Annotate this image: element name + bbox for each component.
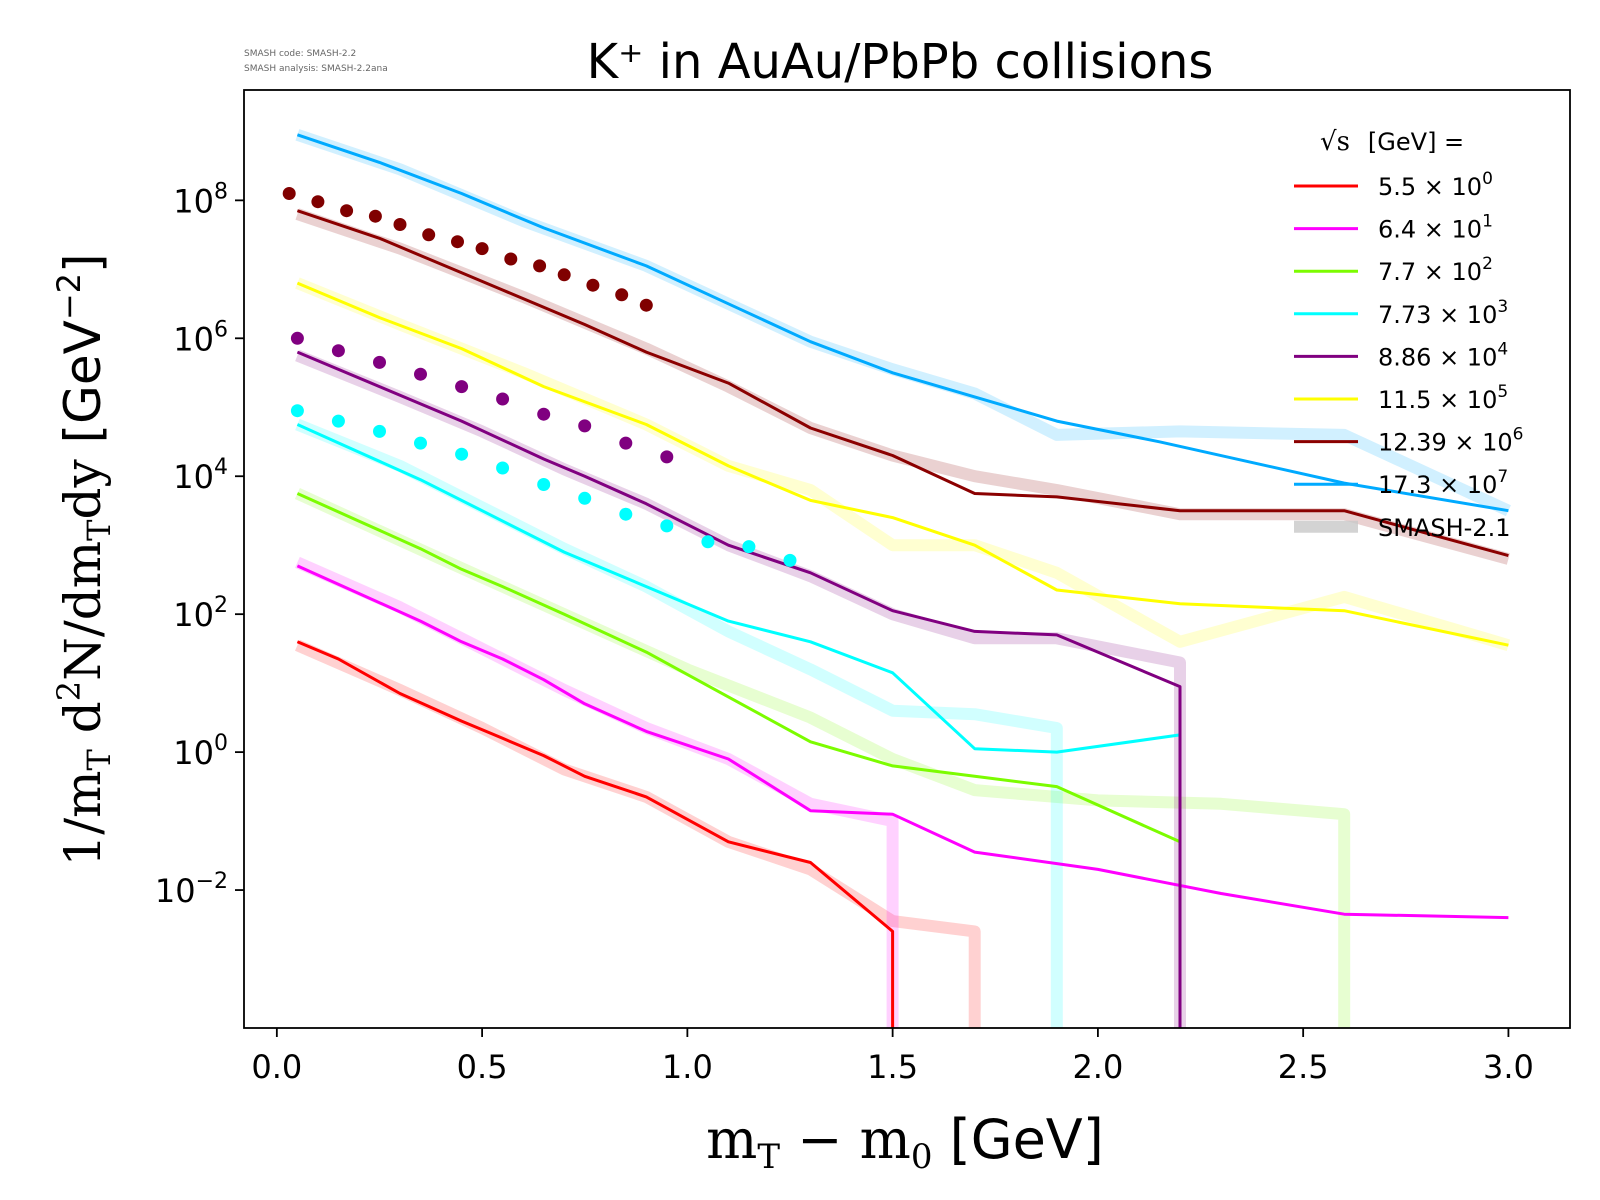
data-point-2-9 [660,519,674,533]
x-tick-label: 1.0 [662,1048,713,1086]
series-line-3 [296,423,1181,754]
legend-label: 11.5 × 105 [1378,382,1508,414]
data-point-0-3 [368,209,382,223]
data-point-2-4 [455,447,469,461]
legend-label: 7.73 × 103 [1378,297,1508,329]
smash-code-note: SMASH code: SMASH-2.2 [244,49,356,59]
data-point-1-4 [455,380,469,394]
data-point-0-9 [533,259,547,273]
x-tick-label: 3.0 [1483,1048,1534,1086]
data-point-0-13 [639,298,653,312]
data-point-0-5 [422,228,436,242]
svg-text:1/mT d2N/dmTdy [GeV−2]: 1/mT d2N/dmTdy [GeV−2] [50,253,118,866]
y-axis-ticks: 10−2 100 102 104 106 108 [155,179,244,910]
legend-label: 5.5 × 100 [1378,169,1493,201]
series-lines [296,133,1509,1028]
data-point-0-11 [586,278,600,292]
reference-curve-3 [295,418,1063,1028]
legend-label-reference: SMASH-2.1 [1378,514,1510,542]
data-point-1-2 [373,355,386,369]
x-tick-label: 1.5 [867,1048,918,1086]
legend: √s [GeV] = 5.5 × 100 6.4 × 101 7.7 × 102 7.73… [1294,127,1523,542]
data-point-0-4 [393,218,407,231]
x-tick-label: 2.0 [1072,1048,1123,1086]
data-point-0-2 [340,204,354,218]
legend-label: 12.39 × 106 [1378,425,1523,457]
data-point-2-8 [619,507,633,521]
x-tick-label: 2.5 [1278,1048,1329,1086]
data-point-1-7 [578,419,592,433]
data-point-2-5 [496,461,510,475]
chart-title: K⁺ in AuAu/PbPb collisions [587,34,1214,90]
y-tick-label: 102 [173,593,228,634]
x-axis-ticks: 0.0 0.5 1.0 1.5 2.0 2.5 3.0 [251,1028,1534,1086]
y-tick-label: 104 [173,455,228,496]
data-point-2-11 [742,540,756,554]
data-point-0-6 [451,235,464,249]
series-line-4 [296,350,1182,1028]
data-point-1-8 [619,436,633,450]
legend-label: 17.3 × 107 [1378,467,1508,499]
data-point-1-6 [537,407,551,421]
data-point-2-3 [414,436,427,450]
data-point-1-0 [290,331,304,345]
x-tick-label: 0.5 [457,1048,508,1086]
reference-curve-5 [295,277,1511,651]
y-tick-label: 100 [173,731,228,772]
series-line-7 [296,133,1509,513]
series-line-2 [296,492,1181,844]
data-point-2-10 [701,535,715,549]
series-line-6 [296,209,1509,558]
y-tick-label: 108 [173,179,228,220]
data-points [282,187,797,567]
smash-analysis-note: SMASH analysis: SMASH-2.2ana [244,64,388,74]
plot-frame [243,89,1571,1029]
series-line-5 [296,281,1509,647]
y-tick-label: 106 [173,317,228,358]
data-point-0-7 [475,242,489,256]
data-point-2-2 [373,424,386,438]
data-point-2-7 [578,491,592,505]
legend-label: 8.86 × 104 [1378,339,1508,371]
data-point-2-1 [331,414,345,428]
legend-label: 7.7 × 102 [1378,254,1493,286]
data-point-1-5 [496,392,510,406]
reference-curve-1 [294,556,899,1028]
data-point-0-10 [557,268,571,282]
data-point-1-1 [331,344,345,358]
svg-text:mT − m0 [GeV]: mT − m0 [GeV] [706,1108,1104,1177]
data-point-2-12 [783,553,797,567]
legend-title: √s [GeV] = [1320,127,1464,157]
data-point-0-8 [504,252,518,266]
series-line-0 [296,640,895,1028]
y-tick-label: 10−2 [155,869,228,910]
data-point-2-0 [290,404,304,418]
data-point-0-12 [615,288,629,302]
x-axis-label: mT − m0 [GeV] [706,1108,1104,1177]
data-point-0-1 [311,195,325,209]
data-point-1-9 [660,450,674,464]
data-point-2-6 [537,478,551,491]
y-axis-label: 1/mT d2N/dmTdy [GeV−2] [50,253,118,866]
reference-curve-7 [295,129,1511,517]
data-point-0-0 [282,187,296,200]
series-line-1 [296,564,1509,920]
x-tick-label: 0.0 [251,1048,302,1086]
data-point-1-3 [414,367,427,381]
legend-label: 6.4 × 101 [1378,212,1493,244]
